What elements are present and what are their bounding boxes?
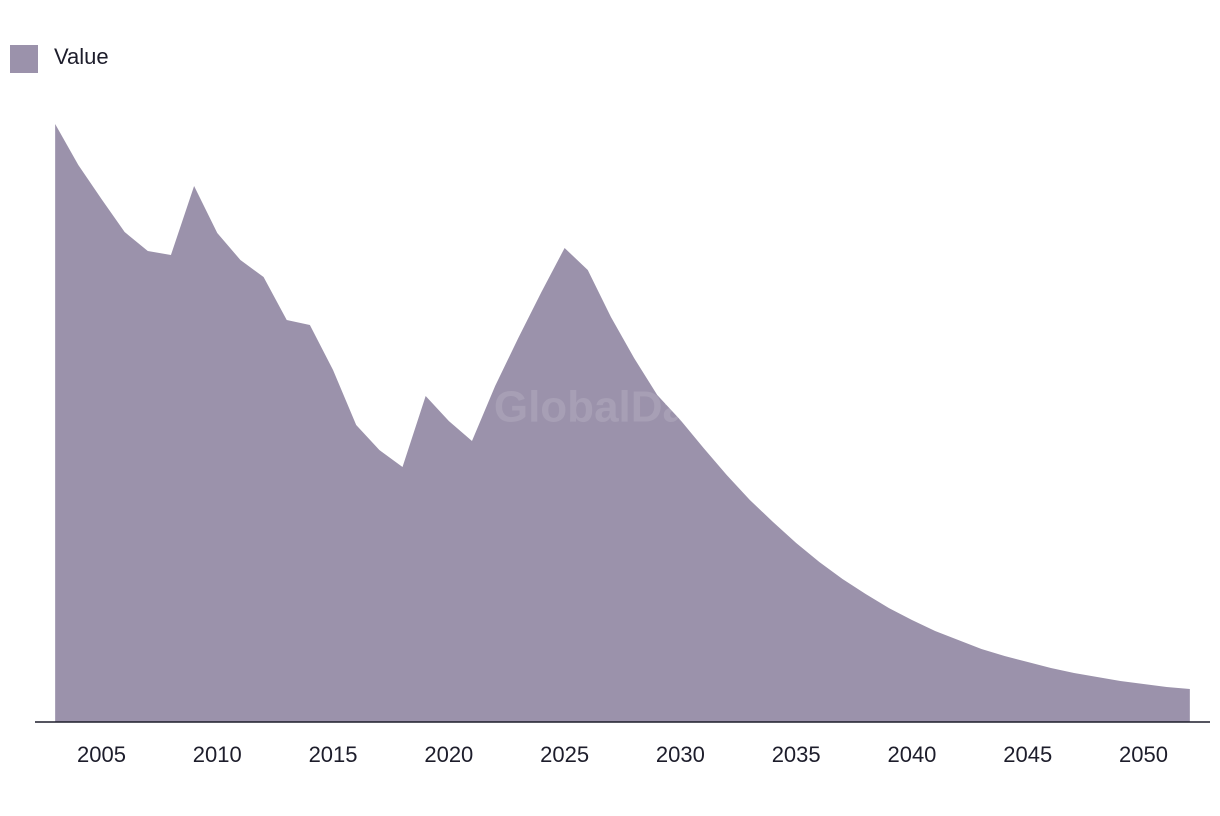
x-tick-label: 2025 [540,742,589,767]
x-tick-label: 2020 [424,742,473,767]
x-tick-label: 2030 [656,742,705,767]
x-tick-label: 2045 [1003,742,1052,767]
x-tick-label: 2010 [193,742,242,767]
watermark: GlobalData [494,383,727,432]
x-tick-label: 2040 [887,742,936,767]
legend-label: Value [54,44,109,69]
x-tick-label: 2035 [772,742,821,767]
x-tick-label: 2050 [1119,742,1168,767]
legend-swatch [10,45,38,73]
x-tick-label: 2005 [77,742,126,767]
area [55,124,1190,722]
x-tick-label: 2015 [309,742,358,767]
